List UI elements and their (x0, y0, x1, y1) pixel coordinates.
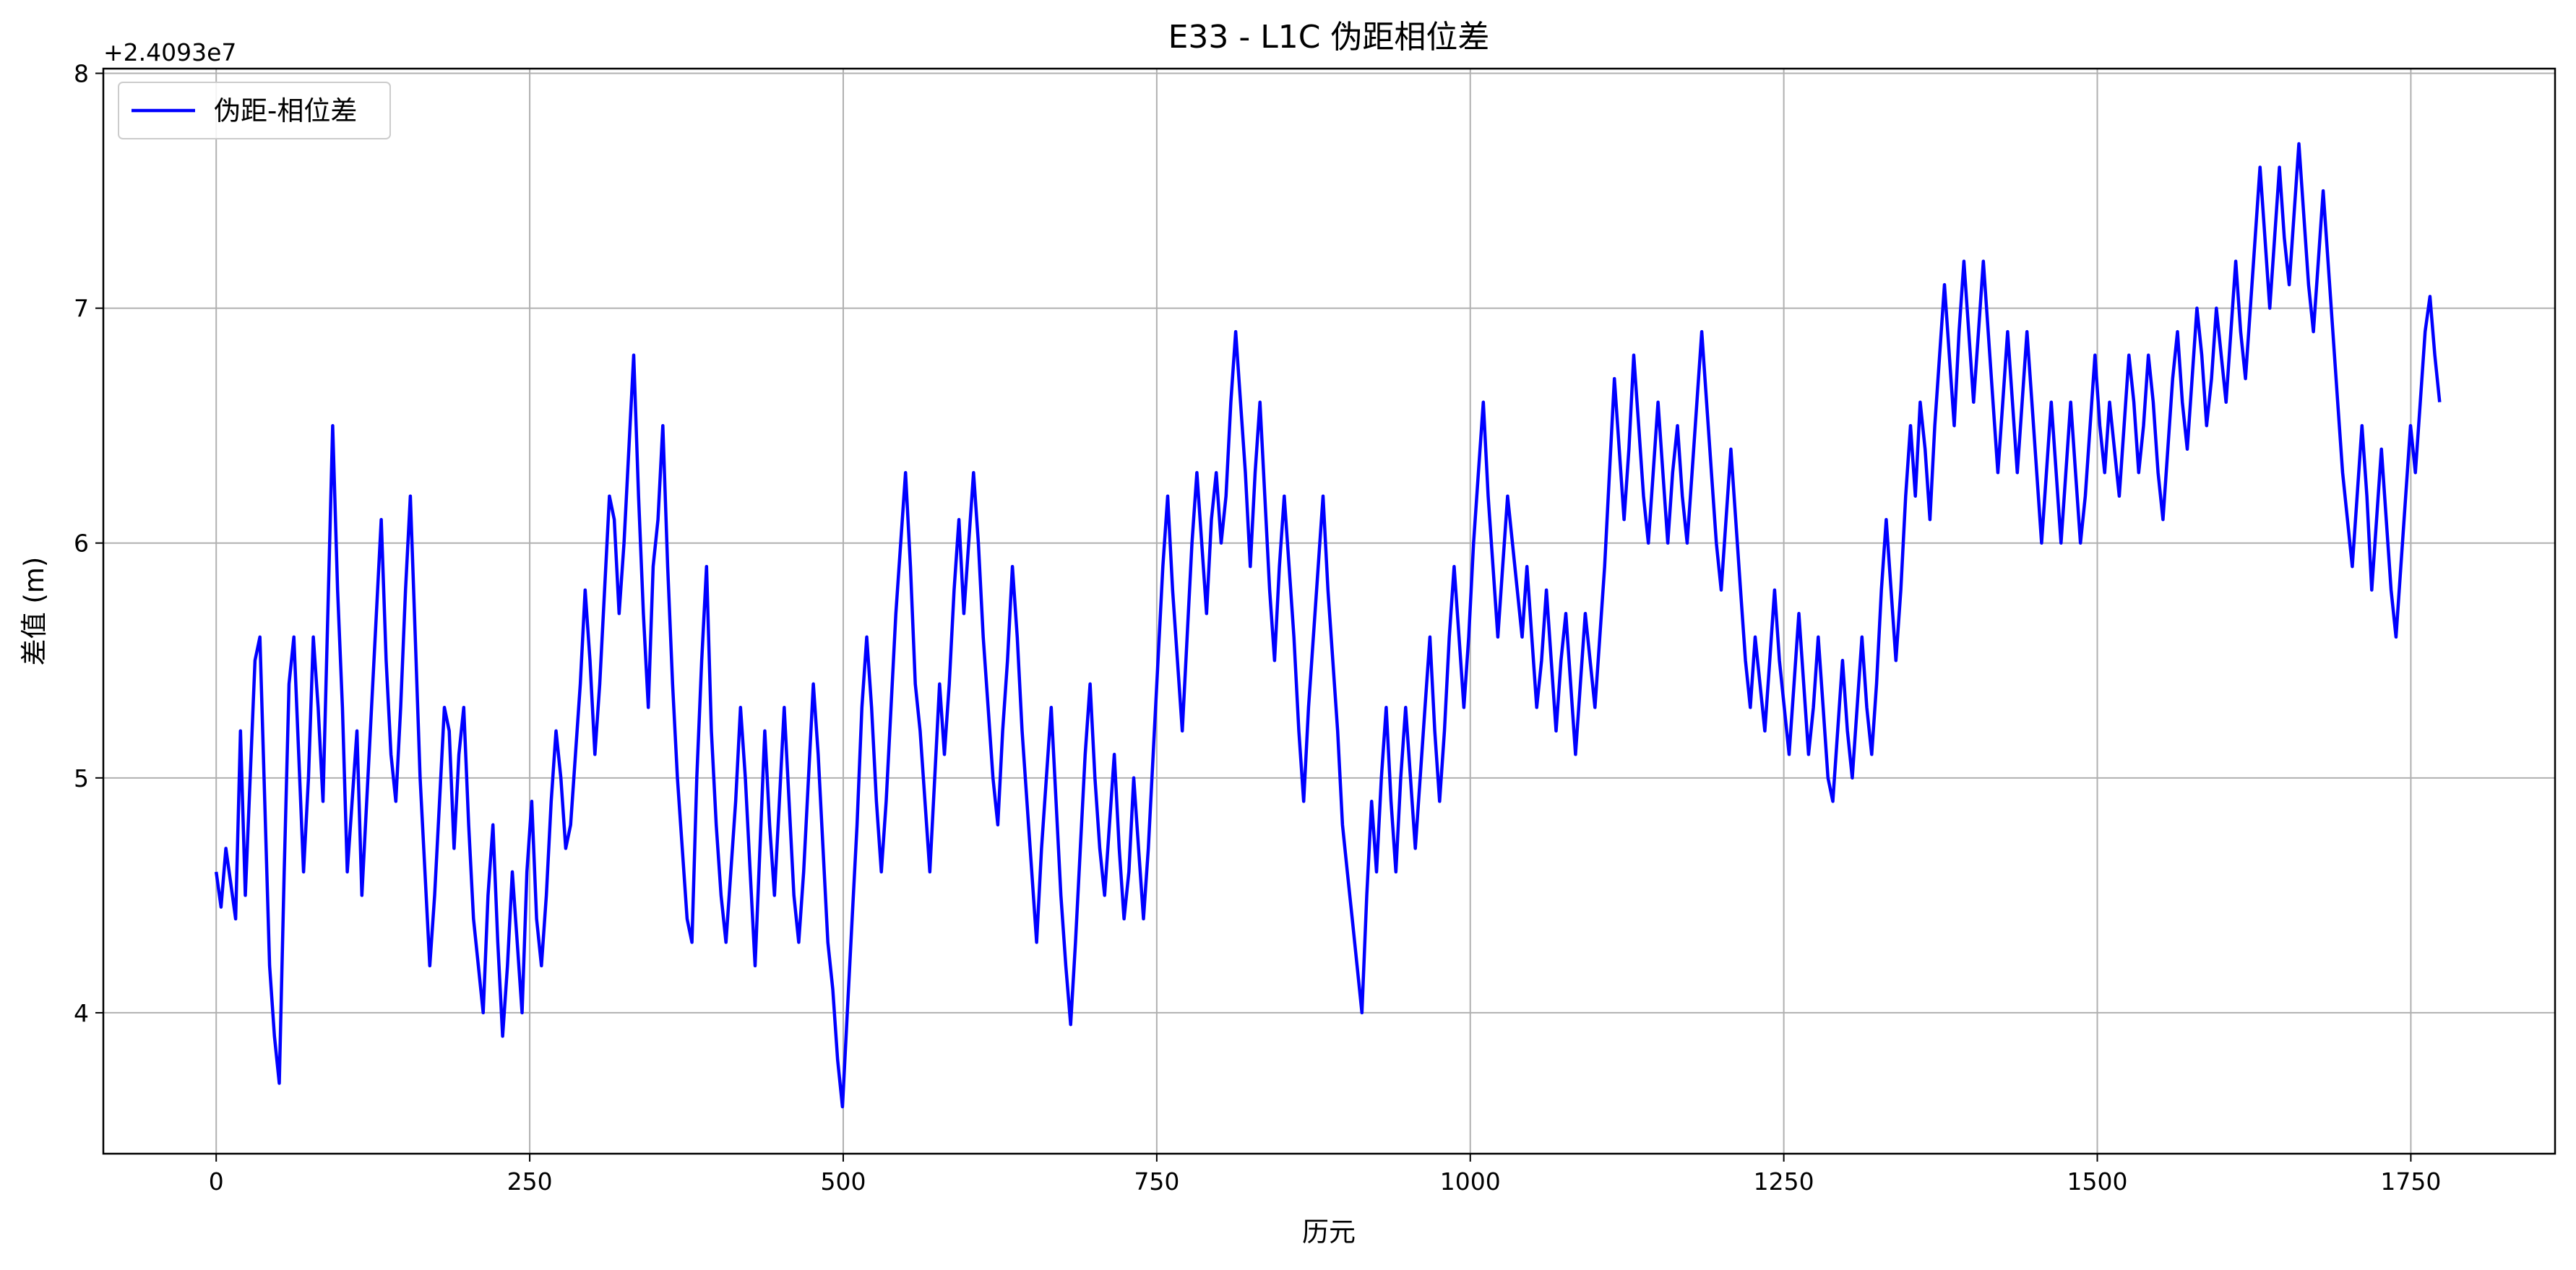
x-tick-label: 1000 (1440, 1167, 1501, 1196)
legend-label: 伪距-相位差 (214, 95, 357, 126)
chart-title: E33 - L1C 伪距相位差 (1168, 19, 1490, 56)
x-tick-label: 750 (1134, 1167, 1179, 1196)
y-axis-label: 差值 (m) (19, 557, 50, 666)
grid-lines (103, 69, 2555, 1154)
x-tick-label: 250 (507, 1167, 553, 1196)
x-tick-label: 1500 (2067, 1167, 2128, 1196)
x-tick-label: 1250 (1754, 1167, 1814, 1196)
x-tick-label: 0 (209, 1167, 224, 1196)
y-tick-label: 6 (74, 530, 89, 558)
legend-box (118, 82, 391, 139)
series-group (214, 142, 2442, 1109)
x-tick-label: 1750 (2380, 1167, 2441, 1196)
plot-area-frame (102, 67, 2556, 1155)
y-tick-label: 7 (74, 295, 89, 323)
x-axis-label: 历元 (1302, 1217, 1356, 1248)
series-line (214, 142, 2442, 1109)
y-tick-label: 4 (74, 999, 89, 1027)
x-tick-label: 500 (820, 1167, 866, 1196)
legend: 伪距-相位差 (118, 82, 391, 139)
y-tick-label: 8 (74, 60, 89, 88)
y-offset-label: +2.4093e7 (103, 38, 236, 66)
axis-ticks: 0 250 500 750 1000 1250 1500 1750 4 5 6 7 8 (74, 60, 2441, 1196)
y-tick-label: 5 (74, 764, 89, 792)
